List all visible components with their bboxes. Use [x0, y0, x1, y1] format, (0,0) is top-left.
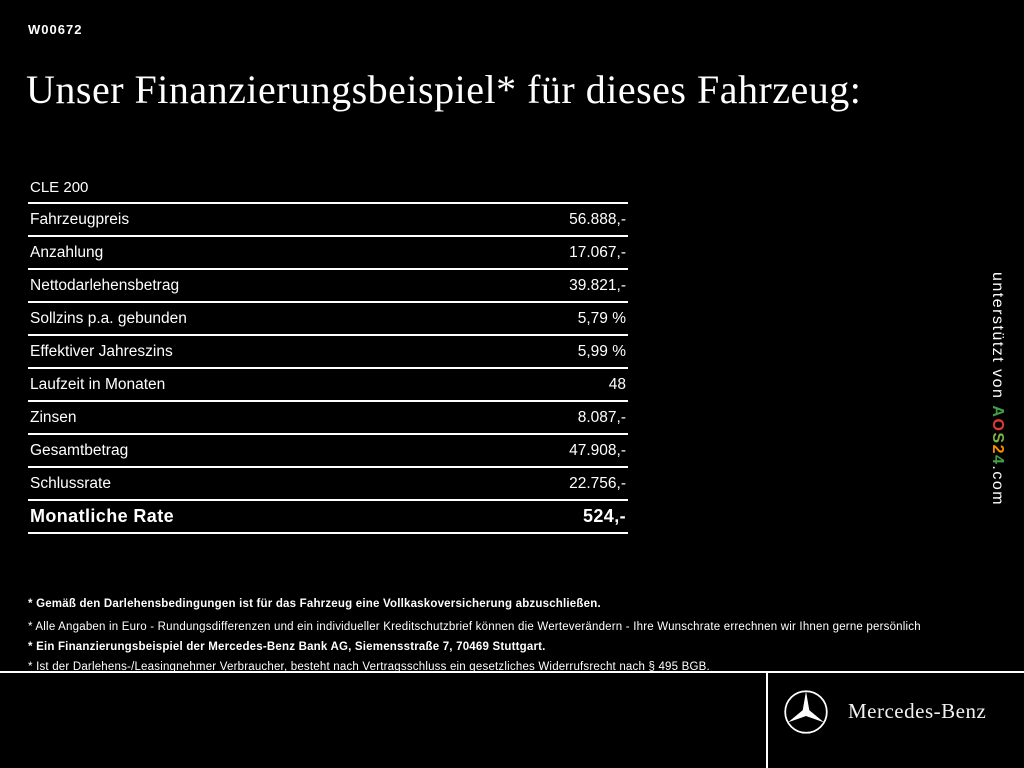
row-value: 5,99 % — [577, 342, 626, 360]
row-label: Sollzins p.a. gebunden — [30, 309, 187, 327]
row-label: Nettodarlehensbetrag — [30, 276, 180, 294]
row-label: Anzahlung — [30, 243, 104, 261]
row-value: 56.888,- — [569, 210, 626, 228]
footnote-line: * Ein Finanzierungsbeispiel der Mercedes… — [28, 641, 546, 653]
footer-vertical-divider — [766, 673, 768, 768]
footnotes: * Gemäß den Darlehensbedingungen ist für… — [28, 598, 1008, 681]
table-row: Gesamtbetrag 47.908,- — [28, 435, 628, 468]
vehicle-code: W00672 — [28, 22, 83, 37]
table-row: Sollzins p.a. gebunden 5,79 % — [28, 303, 628, 336]
supported-by-vertical-text: unterstützt von AOS24.com — [988, 272, 1006, 572]
table-row: Nettodarlehensbetrag 39.821,- — [28, 270, 628, 303]
table-row: Laufzeit in Monaten 48 — [28, 369, 628, 402]
aos24-letter: A — [989, 405, 1006, 419]
table-row: Effektiver Jahreszins 5,99 % — [28, 336, 628, 369]
row-label: Zinsen — [30, 408, 77, 426]
footer-divider-line — [0, 671, 1024, 673]
finance-table: CLE 200 Fahrzeugpreis 56.888,- Anzahlung 17… — [28, 174, 628, 534]
supported-by-label: unterstützt von — [989, 272, 1006, 406]
mercedes-star-icon — [782, 688, 830, 736]
row-label: Fahrzeugpreis — [30, 210, 130, 228]
aos24-letter: 4 — [989, 454, 1006, 466]
aos24-letter: O — [989, 418, 1006, 433]
table-row: Schlussrate 22.756,- — [28, 468, 628, 501]
footnote-line: * Alle Angaben in Euro - Rundungsdiffere… — [28, 621, 921, 633]
vehicle-model: CLE 200 — [28, 174, 628, 204]
row-label: Monatliche Rate — [30, 506, 175, 526]
row-label: Schlussrate — [30, 474, 111, 492]
row-value: 22.756,- — [569, 474, 626, 492]
page-title: Unser Finanzierungsbeispiel* für dieses … — [26, 67, 862, 112]
row-value: 48 — [608, 375, 626, 393]
row-value: 39.821,- — [569, 276, 626, 294]
row-value: 17.067,- — [569, 243, 626, 261]
row-label: Gesamtbetrag — [30, 441, 129, 459]
aos24-letter: 2 — [989, 444, 1006, 455]
finance-rows: Fahrzeugpreis 56.888,- Anzahlung 17.067,- Ne… — [28, 204, 628, 534]
row-value: 524,- — [582, 506, 626, 526]
footnote-line: * Ist der Darlehens-/Leasingnehmer Verbr… — [28, 661, 710, 673]
table-row: Zinsen 8.087,- — [28, 402, 628, 435]
table-row: Monatliche Rate 524,- — [28, 501, 628, 534]
row-label: Laufzeit in Monaten — [30, 375, 166, 393]
row-value: 5,79 % — [577, 309, 626, 327]
footnote-line: * Gemäß den Darlehensbedingungen ist für… — [28, 598, 601, 610]
aos24-letter: S — [989, 432, 1006, 445]
row-value: 47.908,- — [569, 441, 626, 459]
aos24-logo-text: AOS24 — [989, 405, 1006, 465]
table-row: Fahrzeugpreis 56.888,- — [28, 204, 628, 237]
aos24-domain-suffix: .com — [989, 465, 1006, 507]
row-value: 8.087,- — [577, 408, 626, 426]
row-label: Effektiver Jahreszins — [30, 342, 173, 360]
mercedes-benz-wordmark: Mercedes-Benz — [848, 699, 987, 723]
table-row: Anzahlung 17.067,- — [28, 237, 628, 270]
